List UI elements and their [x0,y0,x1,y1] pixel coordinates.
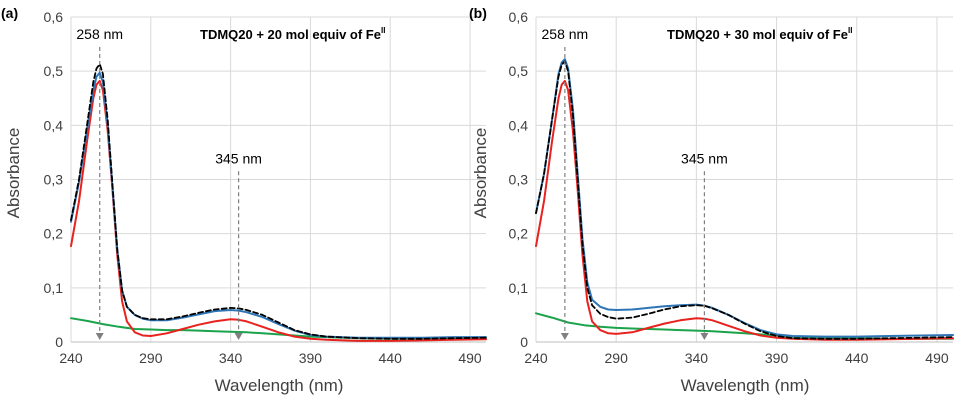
x-tick-label: 440 [379,350,403,366]
x-tick-label: 290 [139,350,163,366]
x-axis-label: Wavelength (nm) [215,376,344,395]
panel-label: (a) [1,5,18,21]
series-line-black [70,63,487,340]
chart-title-sup: II [848,26,852,35]
x-tick-label: 490 [458,350,482,366]
series-group [535,58,954,341]
chart-title: TDMQ20 + 20 mol equiv of FeII [200,26,385,42]
chart-title-main: TDMQ20 + 20 mol equiv of Fe [200,27,381,42]
annotation-group: 258 nm 345 nm [76,26,262,340]
annotation-label: 345 nm [215,150,262,166]
y-tick-label: 0,1 [509,280,529,296]
y-tick-label: 0,2 [44,226,64,242]
x-tick-label: 390 [299,350,323,366]
gridlines [70,16,486,342]
annotation-arrow [234,333,243,340]
gridlines [535,16,953,342]
y-axis-label: Absorbance [4,128,23,219]
tick-labels: 0 0,1 0,2 0,3 0,4 0,5 0,6 240 290 340 390 440 490 [509,9,949,366]
annotation-label: 258 nm [76,26,123,42]
tick-labels: 0 0,1 0,2 0,3 0,4 0,5 0,6 240 290 340 390 440 490 [44,9,482,366]
series-line-blue [535,58,954,338]
series-line-blue [70,71,487,339]
chart-title: TDMQ20 + 30 mol equiv of FeII [667,26,852,42]
y-tick-label: 0,6 [509,9,529,25]
x-tick-label: 290 [605,350,629,366]
chart-panel-a: 258 nm 345 nm 0 0,1 0,2 0,3 0,4 0,5 0,6 240 290 34… [1,5,487,395]
annotation-arrow [560,333,569,340]
y-tick-label: 0,6 [44,9,64,25]
y-tick-label: 0,1 [44,280,64,296]
chart-panel-b: 258 nm 345 nm 0 0,1 0,2 0,3 0,4 0,5 0,6 240 290 34… [469,5,954,395]
series-line-green [535,312,954,340]
y-tick-label: 0,5 [44,63,64,79]
x-axis-label: Wavelength (nm) [681,376,810,395]
y-tick-label: 0,3 [44,172,64,188]
y-tick-label: 0 [520,334,528,350]
y-tick-label: 0,2 [509,226,529,242]
annotation-group: 258 nm 345 nm [542,26,728,340]
y-tick-label: 0,4 [509,117,529,133]
annotation-label: 258 nm [542,26,589,42]
chart-title-main: TDMQ20 + 30 mol equiv of Fe [667,27,848,42]
annotation-arrow [95,333,104,340]
y-tick-label: 0,5 [509,63,529,79]
x-tick-label: 440 [845,350,869,366]
chart-title-sup: II [381,26,385,35]
y-tick-label: 0,3 [509,172,529,188]
y-axis-label: Absorbance [471,128,490,219]
annotation-label: 345 nm [681,150,728,166]
x-tick-label: 490 [925,350,949,366]
x-tick-label: 240 [524,350,548,366]
series-group [70,63,487,342]
y-tick-label: 0,4 [44,117,64,133]
annotation-arrow [700,333,709,340]
x-tick-label: 240 [59,350,83,366]
series-line-black [535,60,954,340]
series-line-red [535,79,954,341]
x-tick-label: 340 [685,350,709,366]
x-tick-label: 340 [219,350,243,366]
y-tick-label: 0 [55,334,63,350]
x-tick-label: 390 [765,350,789,366]
panel-label: (b) [469,5,487,21]
series-line-red [70,79,487,342]
